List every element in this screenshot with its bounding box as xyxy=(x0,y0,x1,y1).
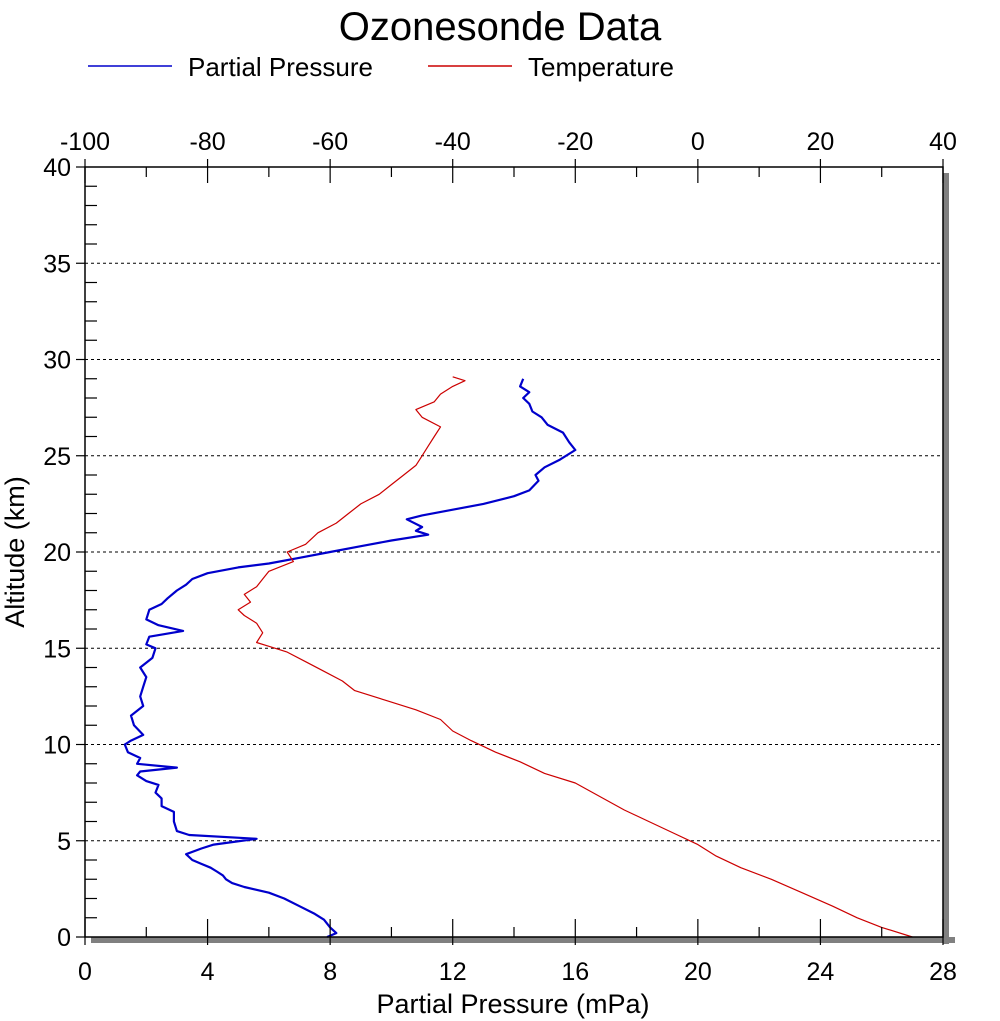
y-tick-label: 20 xyxy=(43,539,71,567)
x-bottom-tick-label: 20 xyxy=(684,958,712,986)
legend-label-partial-pressure: Partial Pressure xyxy=(188,52,373,82)
x-top-tick-label: 40 xyxy=(929,128,957,156)
x-axis-title: Partial Pressure (mPa) xyxy=(376,989,649,1019)
tick-labels: 0 5 10 15 20 25 30 35 40 0 4 8 12 16 20 24 28 -100 -80 -60 -… xyxy=(43,128,957,986)
x-top-tick-label: -60 xyxy=(312,128,348,156)
x-bottom-tick-label: 24 xyxy=(807,958,835,986)
y-tick-label: 25 xyxy=(43,443,71,471)
y-tick-label: 30 xyxy=(43,347,71,375)
axis-ticks xyxy=(76,159,944,945)
gridlines xyxy=(85,262,943,842)
x-bottom-tick-label: 16 xyxy=(561,958,589,986)
y-tick-label: 15 xyxy=(43,635,71,663)
y-tick-label: 35 xyxy=(43,250,71,278)
x-bottom-tick-label: 0 xyxy=(78,958,92,986)
x-bottom-tick-label: 28 xyxy=(929,958,957,986)
frame-shadow-bottom xyxy=(91,937,955,943)
y-axis-title: Altitude (km) xyxy=(0,476,30,628)
x-top-tick-label: 0 xyxy=(691,128,705,156)
y-tick-label: 10 xyxy=(43,732,71,760)
x-bottom-tick-label: 12 xyxy=(439,958,467,986)
x-top-tick-label: 20 xyxy=(807,128,835,156)
x-top-tick-label: -20 xyxy=(557,128,593,156)
series-lines xyxy=(123,376,913,939)
chart-title: Ozonesonde Data xyxy=(339,5,662,49)
x-bottom-tick-label: 4 xyxy=(201,958,215,986)
legend: Partial Pressure Temperature xyxy=(88,52,674,82)
x-top-tick-label: -80 xyxy=(190,128,226,156)
frame-shadow-right xyxy=(943,173,949,944)
y-tick-label: 0 xyxy=(57,924,71,952)
x-top-tick-label: -100 xyxy=(60,128,110,156)
x-top-tick-label: -40 xyxy=(435,128,471,156)
series-line-partial-pressure xyxy=(123,378,577,939)
x-bottom-tick-label: 8 xyxy=(323,958,337,986)
plot-frame-shadow xyxy=(91,173,955,944)
y-tick-label: 40 xyxy=(43,154,71,182)
legend-label-temperature: Temperature xyxy=(528,52,674,82)
series-line-temperature xyxy=(237,376,913,938)
y-tick-label: 5 xyxy=(57,828,71,856)
